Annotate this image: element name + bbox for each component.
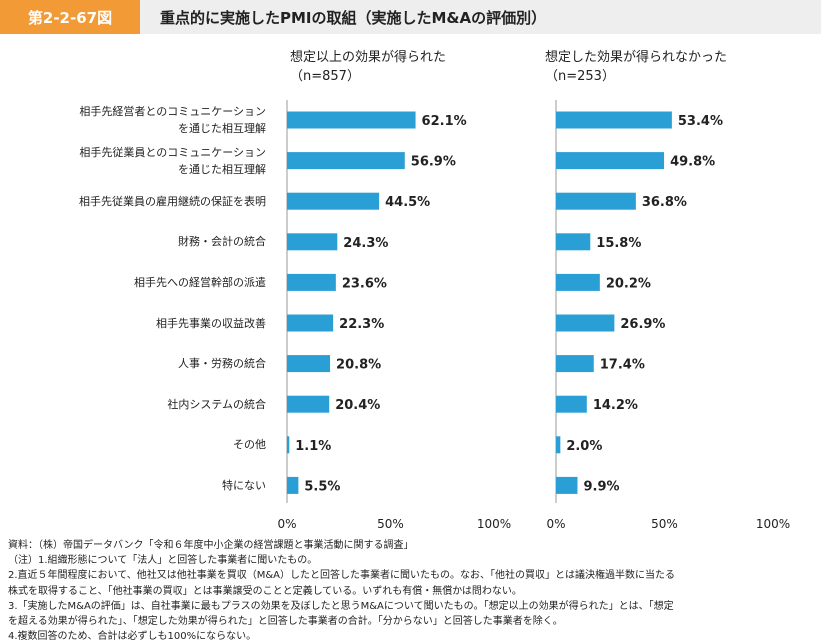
category-label: 相手先経営者とのコミュニケーションを通じた相互理解 xyxy=(26,103,266,137)
category-label-line: 特にない xyxy=(222,478,266,492)
data-label: 22.3% xyxy=(339,317,384,332)
category-label: 相手先従業員とのコミュニケーションを通じた相互理解 xyxy=(26,144,266,178)
bar xyxy=(556,273,600,291)
note-source: 資料：（株）帝国データバンク「令和６年度中小企業の経営課題と事業活動に関する調査… xyxy=(8,540,414,551)
bar xyxy=(287,436,290,454)
figure-header: 第2-2-67図 重点的に実施したPMIの取組（実施したM&Aの評価別） xyxy=(0,0,821,34)
bar xyxy=(556,152,665,170)
bar xyxy=(556,476,578,494)
note-3a: 3.「実施したM&Aの評価」は、自社事業に最もプラスの効果を及ぼしたと思うM&A… xyxy=(8,600,674,612)
category-label: 財務・会計の統合 xyxy=(26,233,266,250)
category-label: 特にない xyxy=(26,477,266,494)
bar xyxy=(287,192,380,210)
data-label: 1.1% xyxy=(295,439,331,454)
category-label-line: 相手先経営者とのコミュニケーション xyxy=(79,105,266,118)
category-label: 相手先従業員の雇用継続の保証を表明 xyxy=(26,193,266,210)
bar xyxy=(556,395,587,413)
data-label: 56.9% xyxy=(411,155,456,170)
bar xyxy=(556,192,636,210)
category-label: 社内システムの統合 xyxy=(26,396,266,413)
category-label: その他 xyxy=(26,436,266,453)
x-tick-label: 100% xyxy=(756,517,790,531)
notes: 資料：（株）帝国データバンク「令和６年度中小企業の経営課題と事業活動に関する調査… xyxy=(8,538,813,644)
category-label-line: その他 xyxy=(233,438,266,452)
data-label: 26.9% xyxy=(620,317,665,332)
data-label: 53.4% xyxy=(678,114,723,129)
x-tick-label: 0% xyxy=(277,517,296,531)
x-tick-label: 50% xyxy=(651,517,678,531)
data-label: 14.2% xyxy=(593,398,638,413)
data-label: 23.6% xyxy=(342,276,387,291)
category-label-line: 相手先従業員の雇用継続の保証を表明 xyxy=(79,194,266,208)
category-label: 人事・労務の統合 xyxy=(26,355,266,372)
data-label: 44.5% xyxy=(385,195,430,210)
note-1: （注）1.組織形態について「法人」と回答した事業者に聞いたもの。 xyxy=(8,555,318,567)
data-label: 49.8% xyxy=(670,155,715,170)
data-label: 17.4% xyxy=(600,358,645,373)
note-3b: を超える効果が得られた」、「想定した効果が得られた」と回答した事業者の合計。「分… xyxy=(8,616,563,628)
bar xyxy=(287,314,334,332)
figure-title: 重点的に実施したPMIの取組（実施したM&Aの評価別） xyxy=(160,8,547,27)
data-label: 62.1% xyxy=(422,114,467,129)
category-label-line: 相手先への経営幹部の派遣 xyxy=(134,275,266,289)
category-label-line: を通じた相互理解 xyxy=(178,122,266,135)
category-label-line: 相手先事業の収益改善 xyxy=(156,316,266,330)
data-label: 5.5% xyxy=(304,479,340,494)
bar xyxy=(556,314,615,332)
note-2b: 株式を取得すること、「他社事業の買収」とは事業譲受のことと定義している。いずれも… xyxy=(8,585,522,597)
bar xyxy=(287,111,416,129)
data-label: 24.3% xyxy=(343,236,388,251)
bar xyxy=(287,152,405,170)
category-label: 相手先への経営幹部の派遣 xyxy=(26,274,266,291)
data-label: 20.4% xyxy=(335,398,380,413)
bar xyxy=(287,395,330,413)
data-label: 20.8% xyxy=(336,358,381,373)
panel-1-sample-size: （n=857） xyxy=(290,69,360,84)
data-label: 15.8% xyxy=(596,236,641,251)
note-4: 4.複数回答のため、合計は必ずしも100%にならない。 xyxy=(8,631,257,643)
panel-2-title-block: 想定した効果が得られなかった （n=253） xyxy=(545,48,727,86)
note-2a: 2.直近５年間程度において、他社又は他社事業を買収（M&A）したと回答した事業者… xyxy=(8,570,676,582)
data-label: 20.2% xyxy=(606,276,651,291)
panel-1-title: 想定以上の効果が得られた xyxy=(290,50,447,65)
category-label-line: を通じた相互理解 xyxy=(178,162,266,176)
bar xyxy=(287,476,299,494)
category-label: 相手先事業の収益改善 xyxy=(26,315,266,332)
data-label: 36.8% xyxy=(642,195,687,210)
bar xyxy=(287,273,336,291)
bar xyxy=(556,233,591,251)
bar xyxy=(556,436,561,454)
bar xyxy=(556,111,672,129)
category-label-line: 財務・会計の統合 xyxy=(178,235,266,249)
bar xyxy=(287,355,331,373)
category-label-line: 社内システムの統合 xyxy=(167,397,266,411)
figure-id: 第2-2-67図 xyxy=(0,0,140,34)
bar-charts: 62.1% 56.9% 44.5% 24.3% 23.6% 22.3% 20.8% 20.4%… xyxy=(277,100,790,531)
category-label-line: 人事・労務の統合 xyxy=(178,357,266,371)
bar xyxy=(287,233,338,251)
panel-2-sample-size: （n=253） xyxy=(545,69,615,84)
x-tick-label: 0% xyxy=(546,517,565,531)
bar xyxy=(556,355,594,373)
panel-1-title-block: 想定以上の効果が得られた （n=857） xyxy=(290,48,446,86)
category-label-line: 相手先従業員とのコミュニケーション xyxy=(79,145,266,159)
data-label: 2.0% xyxy=(566,439,602,454)
data-label: 9.9% xyxy=(583,479,619,494)
x-tick-label: 50% xyxy=(377,517,404,531)
panel-2-title: 想定した効果が得られなかった xyxy=(545,50,728,65)
x-tick-label: 100% xyxy=(477,517,511,531)
